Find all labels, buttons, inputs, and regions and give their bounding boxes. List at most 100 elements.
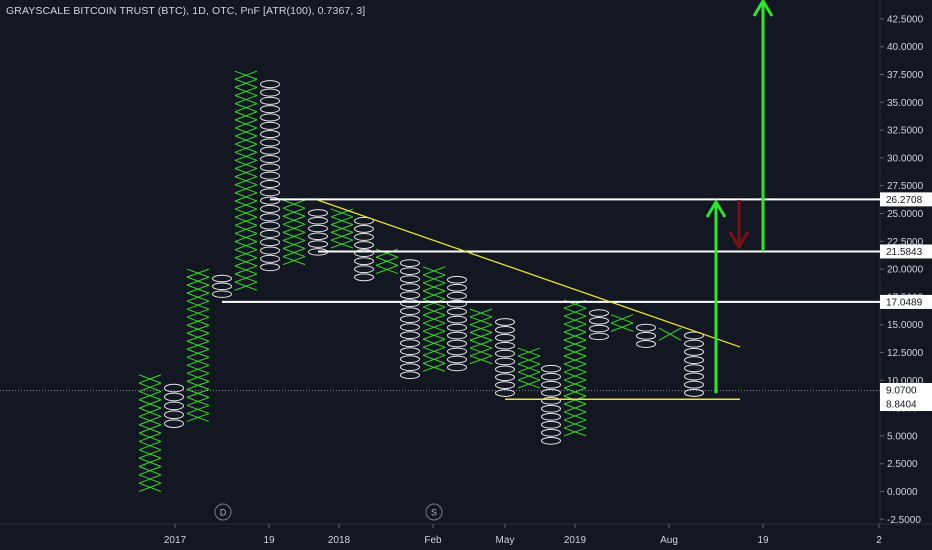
time-tick-label: 19 bbox=[263, 535, 275, 546]
o-box bbox=[400, 267, 420, 276]
x-box bbox=[422, 354, 446, 364]
o-box bbox=[541, 388, 561, 397]
x-box bbox=[469, 339, 493, 349]
x-box bbox=[563, 339, 587, 349]
price-tick-label: 42.5000 bbox=[887, 14, 924, 25]
time-tick-label: 19 bbox=[757, 535, 769, 546]
x-box bbox=[234, 273, 258, 283]
o-box bbox=[447, 347, 467, 356]
o-box bbox=[260, 238, 280, 247]
x-box bbox=[186, 412, 210, 422]
o-box bbox=[260, 229, 280, 238]
price-label-text: 26.2708 bbox=[886, 195, 923, 206]
o-box bbox=[354, 241, 374, 249]
x-box bbox=[234, 86, 258, 96]
o-box bbox=[400, 275, 420, 284]
price-tick-label: 15.0000 bbox=[887, 320, 924, 331]
price-label-text: 8.8404 bbox=[886, 400, 917, 411]
time-tick-label: 2018 bbox=[328, 535, 351, 546]
price-tick-label: 5.0000 bbox=[887, 431, 918, 442]
x-box bbox=[234, 176, 258, 186]
price-tick-label: -2.5000 bbox=[887, 515, 921, 526]
o-box bbox=[400, 259, 420, 267]
x-box bbox=[375, 264, 399, 275]
o-box bbox=[589, 332, 609, 341]
o-box bbox=[164, 401, 184, 411]
price-tick-label: 32.5000 bbox=[887, 126, 924, 137]
o-box bbox=[308, 216, 328, 225]
x-box bbox=[234, 192, 258, 202]
o-box bbox=[308, 240, 328, 248]
x-box bbox=[138, 390, 162, 401]
o-box bbox=[684, 364, 704, 373]
o-box bbox=[447, 307, 467, 316]
o-box bbox=[447, 323, 467, 332]
x-box bbox=[422, 322, 446, 332]
x-box bbox=[469, 347, 493, 357]
x-box bbox=[138, 399, 162, 409]
x-box bbox=[186, 276, 210, 286]
x-box bbox=[138, 415, 162, 426]
event-marker-d: D bbox=[214, 503, 232, 521]
price-tick-label: 35.0000 bbox=[887, 98, 924, 109]
x-box bbox=[517, 355, 541, 365]
o-box bbox=[541, 420, 561, 429]
x-box bbox=[186, 300, 210, 310]
o-box bbox=[495, 341, 515, 350]
breakout-up-arrow bbox=[752, 0, 774, 252]
price-labels: 26.2708 21.5843 17.0489 9.0700 8.8404 bbox=[880, 192, 932, 411]
o-box bbox=[354, 216, 374, 225]
o-box bbox=[260, 171, 280, 180]
time-tick-label: May bbox=[496, 535, 515, 546]
o-box bbox=[589, 324, 609, 333]
o-box bbox=[260, 121, 280, 130]
x-box bbox=[234, 208, 258, 218]
o-box bbox=[260, 263, 280, 272]
o-box bbox=[260, 88, 280, 97]
o-box bbox=[684, 356, 704, 365]
arrow-head bbox=[752, 0, 774, 17]
o-box bbox=[636, 323, 656, 332]
o-box bbox=[541, 396, 561, 405]
x-box bbox=[563, 355, 587, 365]
x-box bbox=[186, 308, 210, 318]
x-box bbox=[563, 371, 587, 381]
x-box bbox=[186, 388, 210, 398]
x-box bbox=[469, 308, 493, 318]
o-box bbox=[260, 246, 280, 255]
x-box bbox=[469, 316, 493, 326]
x-box bbox=[282, 256, 306, 266]
o-box bbox=[400, 355, 420, 364]
price-label-box bbox=[880, 397, 932, 411]
price-tick-label: 27.5000 bbox=[887, 181, 924, 192]
o-box bbox=[589, 317, 609, 325]
o-box bbox=[260, 80, 280, 89]
x-box bbox=[234, 95, 258, 105]
o-box bbox=[541, 380, 561, 389]
x-box bbox=[138, 457, 162, 467]
x-box bbox=[234, 143, 258, 153]
x-box bbox=[563, 395, 587, 405]
price-tick-label: 22.5000 bbox=[887, 237, 924, 248]
x-box bbox=[234, 127, 258, 137]
x-box bbox=[422, 338, 446, 348]
o-box bbox=[636, 331, 656, 340]
o-box bbox=[684, 380, 704, 389]
time-tick-label: 2017 bbox=[164, 535, 187, 546]
o-box bbox=[541, 412, 561, 421]
o-box bbox=[495, 381, 515, 389]
x-box bbox=[282, 215, 306, 225]
o-box bbox=[400, 323, 420, 332]
x-box bbox=[234, 249, 258, 259]
o-box bbox=[447, 299, 467, 308]
o-box bbox=[541, 436, 561, 445]
x-box bbox=[186, 340, 210, 350]
o-box bbox=[260, 196, 280, 205]
o-box bbox=[354, 273, 374, 282]
price-tick-label: 30.0000 bbox=[887, 153, 924, 164]
o-box bbox=[260, 188, 280, 197]
x-box bbox=[234, 184, 258, 194]
o-box bbox=[636, 339, 656, 348]
